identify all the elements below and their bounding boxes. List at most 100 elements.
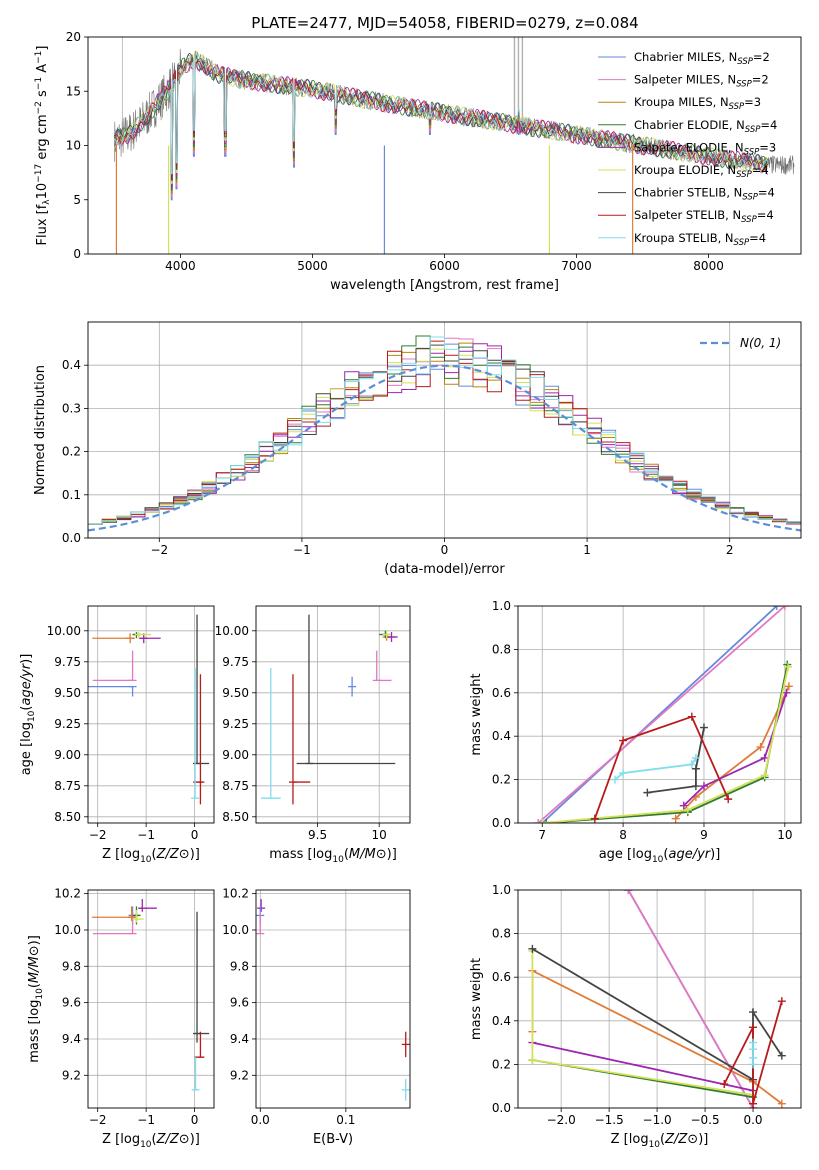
weight-line-chabrier-stelib (647, 727, 705, 794)
weight-marker (749, 1045, 758, 1054)
plot-area (88, 335, 801, 532)
errorbar-kroupa-stelib (191, 1057, 200, 1091)
y-tick-label: 0.6 (492, 686, 511, 700)
histogram-kroupa-stelib (88, 336, 801, 525)
y-tick-label: 9.75 (222, 655, 249, 669)
normal-curve (88, 364, 801, 532)
weight-line-kroupa-stelib (614, 757, 697, 781)
weight-marker (683, 805, 692, 814)
errorbar-kroupa-elodie (134, 632, 151, 639)
plot-area (260, 614, 398, 805)
x-axis-label: Z [log10(Z/Z⊙)] (102, 1132, 200, 1150)
errorbar-salpeter-stelib (194, 1031, 205, 1058)
figure-title: PLATE=2477, MJD=54058, FIBERID=0279, z=0… (251, 14, 638, 32)
z-mass-panel: −2 −1 0 9.2 9.4 9.6 9.8 10.0 10.2 Z [log10(Z/Z⊙)]… (27, 887, 215, 1150)
weight-marker (772, 606, 781, 610)
weight-line-salpeter-miles (627, 890, 754, 1108)
axes-frame (87, 321, 802, 539)
x-tick-label: 0 (191, 1113, 199, 1127)
y-tick-label: 9.2 (230, 1068, 249, 1082)
y-tick-label: 8.75 (54, 779, 81, 793)
y-tick-label: 0.0 (492, 816, 511, 830)
weight-marker (777, 1051, 786, 1060)
y-tick-label: 1.0 (492, 599, 511, 613)
x-tick-label: −1 (293, 543, 311, 557)
y-axis-label: age [log10(age/yr)] (19, 654, 37, 776)
weight-marker (699, 723, 708, 732)
legend-label-chabrier-miles: Chabrier MILES, NSSP=2 (634, 50, 770, 67)
y-tick-label: 9.6 (62, 996, 81, 1010)
model-spectrum-chabrier-elodie (114, 53, 769, 191)
weight-line-kroupa-elodie (531, 951, 754, 1096)
weight-marker (611, 775, 620, 784)
y-tick-label: 0.6 (492, 970, 511, 984)
y-tick-label: 10 (66, 139, 81, 153)
errorbar-chabrier-stelib (193, 614, 210, 765)
y-tick-label: 0.4 (62, 358, 81, 372)
axes-frame (517, 889, 802, 1109)
y-tick-label: 1.0 (492, 883, 511, 897)
x-tick-label: 7 (538, 828, 546, 842)
x-axis-label: mass [log10(M/M⊙)] (269, 847, 397, 865)
y-tick-label: 8.50 (54, 810, 81, 824)
weight-line-kroupa-miles (675, 685, 790, 820)
residuals-panel: −2 −1 0 1 2 0.0 0.1 0.2 0.3 0.4 (data-model)/error… (33, 321, 802, 577)
y-tick-label: 8.75 (222, 779, 249, 793)
weight-marker (687, 760, 696, 769)
weight-marker (749, 1099, 758, 1108)
y-axis-label: mass [log10(M/M⊙)] (27, 935, 45, 1063)
x-tick-label: 0.1 (336, 1113, 355, 1127)
errorbar-kroupa-miles (92, 633, 136, 644)
x-axis-label: (data-model)/error (384, 562, 505, 577)
weight-marker (528, 1056, 537, 1065)
weight-marker (619, 736, 628, 745)
y-tick-label: 0.8 (492, 927, 511, 941)
weight-marker (528, 944, 537, 953)
weight-marker (691, 782, 700, 791)
x-tick-label: −1 (137, 1113, 155, 1127)
x-axis-label: age [log10(age/yr)] (599, 847, 721, 865)
errorbar-chabrier-stelib (296, 614, 396, 765)
weight-line-salpeter-miles (537, 606, 786, 823)
weight-marker (699, 782, 708, 791)
axes-frame (255, 889, 411, 1109)
y-tick-label: 0.8 (492, 642, 511, 656)
errorbar-kroupa-stelib (191, 668, 200, 799)
y-tick-label: 9.00 (54, 748, 81, 762)
y-tick-label: 9.8 (230, 959, 249, 973)
model-spectrum-kroupa-elodie (114, 54, 769, 184)
plot-area (528, 890, 786, 1108)
x-tick-label: 5000 (297, 259, 328, 273)
x-tick-label: 8 (619, 828, 627, 842)
y-tick-label: 0.4 (492, 1014, 511, 1028)
weight-marker (624, 890, 633, 894)
legend-label-salpeter-stelib: Salpeter STELIB, NSSP=4 (634, 208, 774, 225)
y-tick-label: 0.2 (62, 445, 81, 459)
x-axis-label: wavelength [Angstrom, rest frame] (330, 278, 559, 293)
y-tick-label: 9.25 (54, 717, 81, 731)
y-tick-label: 10.0 (222, 923, 249, 937)
weight-line-chabrier-miles (541, 606, 778, 823)
y-tick-label: 0.2 (492, 1057, 511, 1071)
x-tick-label: −0.5 (690, 1113, 719, 1127)
y-tick-label: 0.2 (492, 773, 511, 787)
x-tick-label: 2 (726, 543, 734, 557)
y-tick-label: 20 (66, 30, 81, 44)
y-tick-label: 5 (73, 193, 81, 207)
y-tick-label: 0.3 (62, 401, 81, 415)
axes-frame (87, 36, 802, 255)
y-tick-label: 10.0 (54, 923, 81, 937)
x-tick-label: −1.0 (643, 1113, 672, 1127)
y-tick-label: 9.50 (54, 686, 81, 700)
x-tick-label: 9.5 (308, 828, 327, 842)
errorbar-salpeter-stelib (401, 1031, 410, 1058)
y-tick-label: 8.50 (222, 810, 249, 824)
legend-label-kroupa-miles: Kroupa MILES, NSSP=3 (634, 95, 761, 112)
weight-marker (760, 771, 769, 780)
errorbar-salpeter-stelib (288, 674, 311, 805)
weight-marker (749, 1023, 758, 1032)
weight-marker (780, 606, 789, 610)
weight-marker (756, 743, 765, 752)
x-tick-label: 7000 (561, 259, 592, 273)
